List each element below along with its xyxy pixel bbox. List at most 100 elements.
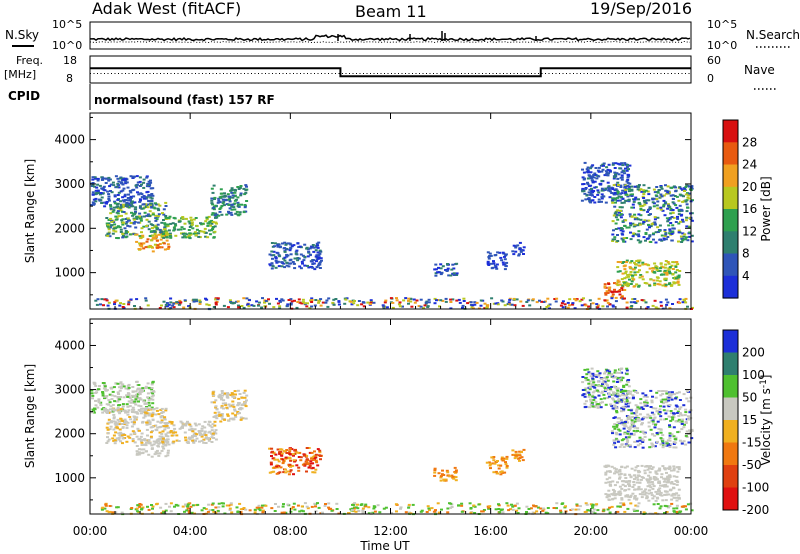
- echo-cell: [299, 456, 303, 459]
- echo-cell: [552, 507, 556, 509]
- echo-cell: [234, 212, 238, 215]
- echo-cell: [650, 445, 653, 448]
- echo-cell: [673, 261, 677, 264]
- echo-cell: [627, 444, 630, 447]
- echo-cell: [667, 268, 671, 271]
- echo-cell: [210, 429, 214, 432]
- echo-cell: [671, 418, 675, 421]
- echo-cell: [170, 421, 174, 423]
- echo-cell: [221, 195, 225, 198]
- echo-cell: [631, 274, 634, 277]
- echo-cell: [608, 196, 612, 199]
- echo-cell: [487, 461, 491, 464]
- echo-cell: [636, 239, 640, 242]
- echo-cell: [614, 162, 618, 165]
- echo-cell: [662, 484, 666, 487]
- echo-cell: [130, 507, 134, 509]
- echo-cell: [91, 408, 95, 411]
- cpid-text: normalsound (fast) 157 RF: [94, 93, 275, 107]
- echo-cell: [627, 168, 630, 171]
- echo-cell: [184, 217, 188, 220]
- echo-cell: [147, 182, 151, 185]
- echo-cell: [158, 431, 162, 434]
- echo-cell: [505, 465, 509, 467]
- echo-cell: [128, 436, 132, 439]
- echo-cell: [158, 243, 162, 245]
- echo-cell: [492, 260, 495, 263]
- echo-cell: [668, 272, 672, 275]
- echo-cell: [282, 460, 286, 463]
- echo-cell: [127, 193, 130, 196]
- echo-cell: [492, 471, 496, 474]
- echo-cell: [122, 200, 126, 203]
- echo-cell: [132, 195, 136, 198]
- echo-cell: [618, 395, 622, 398]
- echo-cell: [119, 440, 123, 443]
- echo-cell: [673, 510, 676, 513]
- echo-cell: [629, 271, 633, 273]
- echo-cell: [584, 377, 588, 379]
- echo-cell: [613, 400, 617, 403]
- echo-cell: [677, 274, 681, 277]
- colorbar-swatch: [723, 487, 738, 511]
- echo-cell: [627, 409, 631, 411]
- echo-cell: [666, 207, 670, 210]
- echo-cell: [620, 497, 624, 500]
- echo-cell: [619, 472, 623, 475]
- echo-cell: [350, 509, 354, 512]
- echo-cell: [112, 420, 116, 423]
- echo-cell: [583, 406, 587, 409]
- echo-cell: [167, 443, 171, 446]
- echo-cell: [206, 510, 210, 513]
- echo-cell: [180, 421, 184, 424]
- echo-cell: [296, 242, 300, 245]
- echo-cell: [286, 457, 290, 460]
- echo-cell: [138, 452, 142, 455]
- echo-cell: [677, 210, 681, 213]
- echo-cell: [163, 234, 167, 237]
- echo-cell: [607, 386, 611, 389]
- echo-cell: [637, 184, 641, 186]
- echo-cell: [503, 304, 507, 307]
- echo-cell: [285, 242, 289, 245]
- echo-cell: [596, 370, 600, 373]
- echo-cell: [313, 502, 317, 505]
- echo-cell: [99, 404, 103, 406]
- echo-cell: [665, 440, 668, 443]
- echo-cell: [280, 298, 284, 301]
- echo-cell: [452, 477, 456, 480]
- echo-cell: [525, 511, 528, 513]
- echo-cell: [145, 196, 149, 199]
- x-tick-label: 12:00: [373, 524, 408, 538]
- echo-cell: [644, 394, 648, 397]
- echo-cell: [640, 275, 644, 278]
- echo-cell: [471, 307, 475, 310]
- echo-cell: [166, 243, 170, 246]
- echo-cell: [231, 196, 235, 199]
- echo-cell: [100, 176, 104, 179]
- echo-cell: [237, 304, 240, 307]
- echo-cell: [233, 195, 237, 198]
- echo-cell: [142, 416, 146, 419]
- echo-cell: [122, 303, 126, 305]
- power-echo-layer: [90, 161, 694, 311]
- echo-cell: [568, 298, 572, 301]
- echo-cell: [624, 421, 627, 423]
- echo-cell: [161, 437, 165, 440]
- echo-cell: [595, 177, 599, 180]
- echo-cell: [100, 508, 104, 511]
- echo-cell: [290, 448, 294, 451]
- echo-cell: [203, 432, 207, 435]
- echo-cell: [653, 282, 657, 285]
- echo-cell: [105, 217, 109, 219]
- echo-cell: [640, 496, 644, 499]
- echo-cell: [329, 507, 333, 510]
- echo-cell: [573, 298, 577, 300]
- echo-cell: [637, 471, 641, 474]
- echo-cell: [605, 384, 609, 387]
- echo-cell: [169, 306, 173, 309]
- echo-cell: [151, 381, 155, 384]
- echo-cell: [668, 232, 672, 235]
- echo-cell: [621, 272, 625, 275]
- echo-cell: [659, 208, 663, 211]
